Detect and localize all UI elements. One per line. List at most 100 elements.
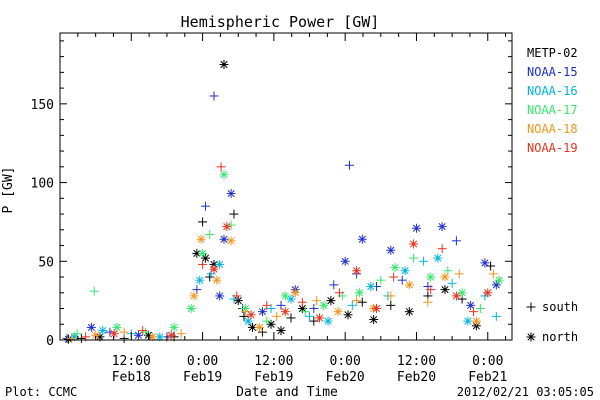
series-layer <box>62 59 504 344</box>
data-point-noaa-19-north <box>166 330 176 340</box>
y-tick-label: 0 <box>46 334 54 349</box>
marker-legend-symbol-north <box>526 332 536 342</box>
data-point-noaa-19-south <box>334 288 344 298</box>
data-point-noaa-17-north <box>169 322 179 332</box>
data-point-noaa-16-south <box>305 311 315 321</box>
legend: METP-02 NOAA-15 NOAA-16 NOAA-17 NOAA-18 NOAA-… <box>527 46 578 155</box>
data-point-noaa-15-north <box>437 222 447 232</box>
data-point-noaa-16-south <box>347 300 357 310</box>
data-point-noaa-15-north <box>480 258 490 268</box>
marker-legend-symbol-south <box>526 302 536 312</box>
data-point-noaa-19-south <box>297 297 307 307</box>
timestamp: 2012/02/21 03:05:05 <box>457 385 594 399</box>
x-tick-date-label: Feb19 <box>183 370 222 385</box>
plot-credit: Plot: CCMC <box>5 385 77 399</box>
legend-entry-noaa-15: NOAA-15 <box>527 65 578 79</box>
data-point-noaa-17-south <box>476 304 486 314</box>
x-tick-label: 12:00 <box>397 354 436 369</box>
data-point-noaa-16-north <box>243 316 253 326</box>
data-point-noaa-19-south <box>216 162 226 172</box>
data-point-metp-02-south <box>357 297 367 307</box>
data-point-metp-02-north <box>266 319 276 329</box>
data-point-noaa-18-south <box>66 333 76 343</box>
data-point-noaa-16-north <box>433 253 443 263</box>
data-point-noaa-15-north <box>357 234 367 244</box>
data-point-noaa-18-south <box>386 291 396 301</box>
data-point-noaa-19-north <box>372 304 382 314</box>
data-point-noaa-19-south <box>138 326 148 336</box>
data-point-noaa-19-north <box>315 313 325 323</box>
data-point-noaa-15-north <box>86 322 96 332</box>
data-point-noaa-18-south <box>312 296 322 306</box>
data-point-noaa-15-south <box>200 201 210 211</box>
data-point-noaa-15-south <box>309 304 319 314</box>
data-point-noaa-15-south <box>329 280 339 290</box>
legend-entry-noaa-17: NOAA-17 <box>527 103 578 117</box>
x-tick-date-label: Feb19 <box>254 370 293 385</box>
data-point-noaa-17-north <box>219 170 229 180</box>
data-point-noaa-18-north <box>440 272 450 282</box>
data-point-noaa-15-north <box>411 223 421 233</box>
data-point-noaa-15-south <box>276 300 286 310</box>
y-tick-label: 100 <box>31 177 54 192</box>
data-point-metp-02-south <box>229 209 239 219</box>
data-point-noaa-18-north <box>212 275 222 285</box>
data-point-noaa-17-south <box>300 307 310 317</box>
data-point-metp-02-north <box>276 326 286 336</box>
data-point-noaa-19-north <box>246 310 256 320</box>
data-point-metp-02-south <box>76 333 86 343</box>
data-point-noaa-17-south <box>205 230 215 240</box>
data-point-noaa-15-south <box>397 275 407 285</box>
data-point-metp-02-north <box>219 59 229 69</box>
data-point-noaa-15-south <box>451 236 461 246</box>
data-point-noaa-16-north <box>323 316 333 326</box>
legend-entry-metp-02: METP-02 <box>527 46 578 60</box>
data-point-noaa-19-north <box>222 222 232 232</box>
data-point-noaa-18-north <box>226 236 236 246</box>
data-point-metp-02-north <box>200 253 210 263</box>
data-point-noaa-15-north <box>491 280 501 290</box>
data-point-metp-02-south <box>257 327 267 337</box>
x-tick-label: 0:00 <box>187 354 218 369</box>
marker-legend-label-south: south <box>542 300 578 314</box>
data-point-metp-02-south <box>286 313 296 323</box>
x-tick-label: 12:00 <box>112 354 151 369</box>
x-tick-date-label: Feb21 <box>468 370 507 385</box>
data-point-noaa-15-north <box>386 245 396 255</box>
data-point-noaa-17-south <box>72 329 82 339</box>
data-point-noaa-15-north <box>226 189 236 199</box>
data-point-metp-02-north <box>233 296 243 306</box>
data-point-noaa-18-north <box>404 280 414 290</box>
data-point-noaa-19-south <box>232 291 242 301</box>
y-tick-label: 50 <box>38 255 54 270</box>
data-point-noaa-19-south <box>437 244 447 254</box>
data-point-noaa-18-south <box>423 297 433 307</box>
data-point-noaa-18-south <box>488 269 498 279</box>
data-point-noaa-19-south <box>389 272 399 282</box>
x-axis-label: Date and Time <box>236 385 338 400</box>
data-point-noaa-19-north <box>352 266 362 276</box>
data-point-noaa-19-north <box>483 288 493 298</box>
data-point-noaa-16-south <box>419 256 429 266</box>
data-point-noaa-15-north <box>133 330 143 340</box>
data-point-noaa-16-north <box>98 326 108 336</box>
data-point-noaa-18-south <box>119 327 129 337</box>
x-tick-label: 12:00 <box>254 354 293 369</box>
x-tick-date-label: Feb20 <box>326 370 365 385</box>
legend-entry-noaa-16: NOAA-16 <box>527 84 578 98</box>
data-point-noaa-18-north <box>333 307 343 317</box>
data-point-metp-02-north <box>404 307 414 317</box>
data-point-noaa-16-north <box>195 275 205 285</box>
data-point-noaa-18-south <box>454 269 464 279</box>
data-point-noaa-18-north <box>471 316 481 326</box>
data-point-noaa-17-south <box>262 316 272 326</box>
y-tick-label: 150 <box>31 98 54 113</box>
x-tick-label: 0:00 <box>330 354 361 369</box>
data-point-noaa-17-north <box>354 288 364 298</box>
marker-legend-label-north: north <box>542 330 578 344</box>
data-point-noaa-18-north <box>189 291 199 301</box>
data-point-metp-02-north <box>440 285 450 295</box>
data-point-noaa-16-south <box>206 269 216 279</box>
axis-layer: 05010015012:00Feb180:00Feb1912:00Feb190:… <box>31 33 512 385</box>
